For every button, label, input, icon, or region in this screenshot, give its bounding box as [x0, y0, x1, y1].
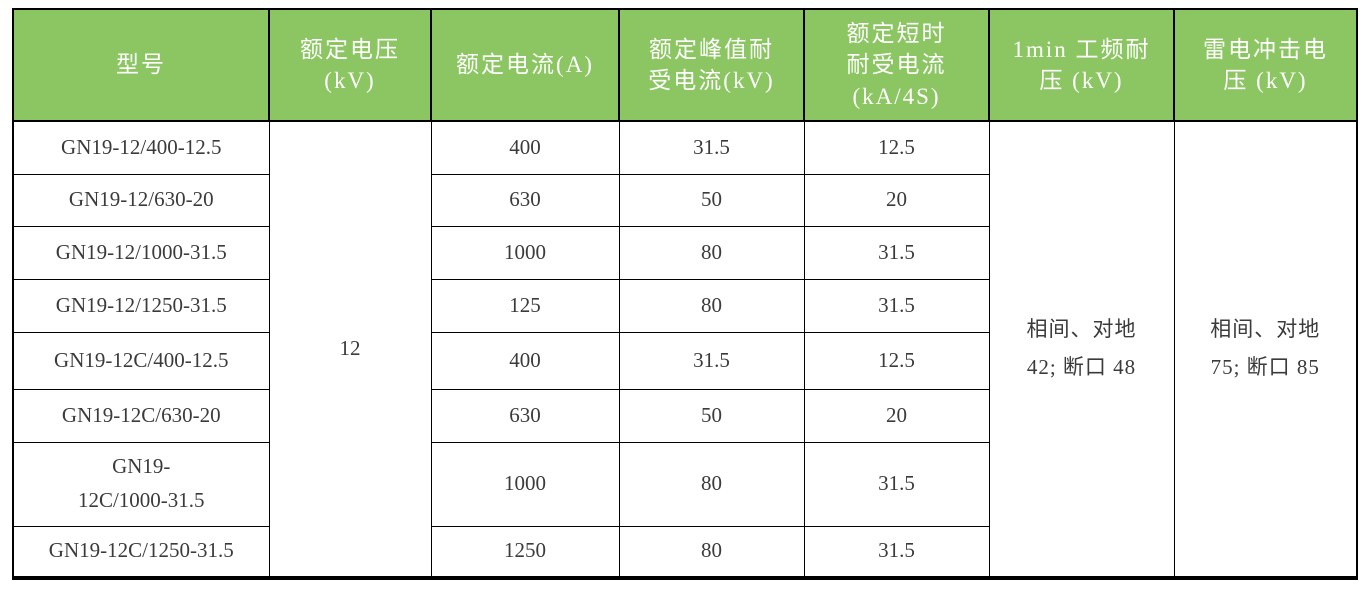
cell-current: 1000: [430, 441, 620, 527]
cell-current: 1000: [430, 225, 620, 280]
header-peak-withstand-current: 额定峰值耐 受电流(kV): [618, 8, 805, 122]
table-row: GN19-12C/400-12.5 400 31.5 12.5: [12, 331, 1357, 390]
cell-model: GN19-12C/630-20: [12, 388, 270, 443]
cell-model: GN19-12/630-20: [12, 173, 270, 227]
cell-peak: 80: [618, 525, 805, 579]
cell-current: 630: [430, 173, 620, 227]
table-row: GN19- 12C/1000-31.5 1000 80 31.5: [12, 441, 1357, 527]
cell-lightning-impulse-merged: 相间、对地 75; 断口 85: [1173, 120, 1358, 579]
table-row: GN19-12C/630-20 630 50 20: [12, 388, 1357, 443]
cell-rated-voltage-merged: 12: [268, 120, 432, 579]
cell-peak: 50: [618, 388, 805, 443]
cell-short: 20: [803, 173, 990, 227]
table-row: GN19-12/400-12.5 12 400 31.5 12.5 相间、对地 …: [12, 120, 1358, 579]
cell-current: 400: [430, 120, 620, 175]
cell-peak: 31.5: [618, 331, 805, 390]
cell-peak: 80: [618, 225, 805, 280]
cell-peak: 80: [618, 278, 805, 333]
spec-table-container: 型号 额定电压 (kV) 额定电流(A) 额定峰值耐 受电流(kV) 额定短时 …: [12, 8, 1358, 580]
header-power-frequency-withstand: 1min 工频耐 压 (kV): [988, 8, 1175, 122]
cell-model: GN19- 12C/1000-31.5: [12, 441, 270, 527]
cell-short: 31.5: [803, 278, 990, 333]
table-header-row: 型号 额定电压 (kV) 额定电流(A) 额定峰值耐 受电流(kV) 额定短时 …: [12, 8, 1358, 122]
header-model: 型号: [12, 8, 270, 122]
table-row: GN19-12/630-20 630 50 20: [12, 173, 1357, 227]
cell-model: GN19-12/400-12.5: [12, 120, 270, 175]
cell-peak: 80: [618, 441, 805, 527]
cell-short: 31.5: [803, 225, 990, 280]
header-short-time-current: 额定短时 耐受电流 (kA/4S): [803, 8, 990, 122]
header-rated-current: 额定电流(A): [430, 8, 620, 122]
cell-short: 12.5: [803, 331, 990, 390]
cell-peak: 31.5: [618, 120, 805, 175]
spec-table: 型号 额定电压 (kV) 额定电流(A) 额定峰值耐 受电流(kV) 额定短时 …: [12, 8, 1358, 580]
cell-current: 400: [430, 331, 620, 390]
header-lightning-impulse: 雷电冲击电 压 (kV): [1173, 8, 1358, 122]
cell-model: GN19-12/1000-31.5: [12, 225, 270, 280]
header-rated-voltage: 额定电压 (kV): [268, 8, 432, 122]
cell-model: GN19-12C/1250-31.5: [12, 525, 270, 579]
cell-power-frequency-merged: 相间、对地 42; 断口 48: [988, 120, 1175, 579]
table-row: GN19-12/1000-31.5 1000 80 31.5: [12, 225, 1357, 280]
table-row: GN19-12C/1250-31.5 1250 80 31.5: [12, 525, 1357, 579]
cell-peak: 50: [618, 173, 805, 227]
cell-short: 20: [803, 388, 990, 443]
cell-current: 630: [430, 388, 620, 443]
cell-current: 1250: [430, 525, 620, 579]
cell-model: GN19-12C/400-12.5: [12, 331, 270, 390]
cell-short: 31.5: [803, 525, 990, 579]
cell-current: 125: [430, 278, 620, 333]
cell-model: GN19-12/1250-31.5: [12, 278, 270, 333]
cell-short: 12.5: [803, 120, 990, 175]
cell-short: 31.5: [803, 441, 990, 527]
